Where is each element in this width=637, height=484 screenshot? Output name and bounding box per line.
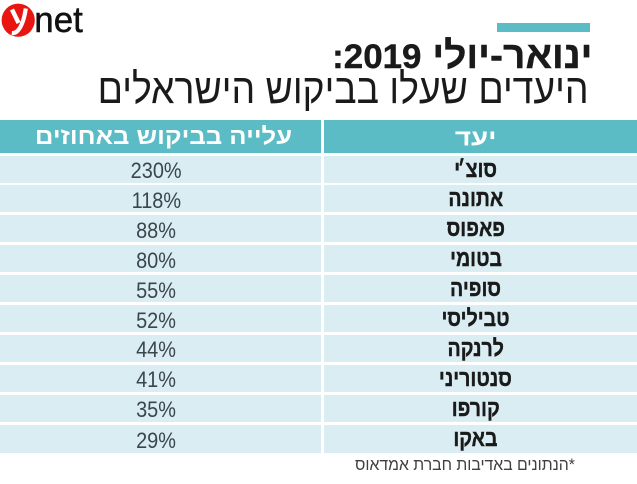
- svg-text:net: net: [34, 0, 83, 40]
